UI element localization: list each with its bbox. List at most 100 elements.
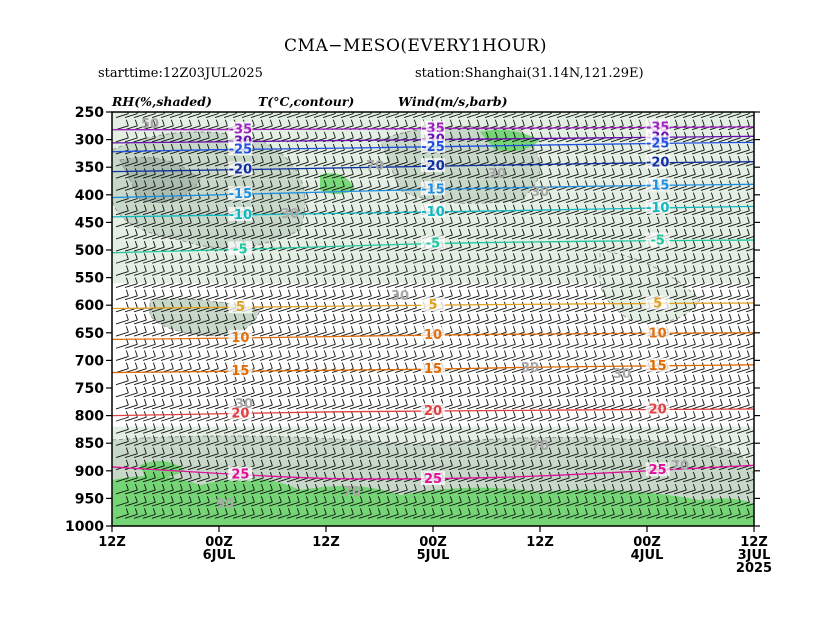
wind-barb [340,258,354,264]
wind-barb-flag [683,228,687,236]
wind-barb-flag [584,362,588,369]
wind-barb-flag [323,277,327,284]
wind-barb-flag [575,483,579,491]
wind-barb-flag [467,119,471,126]
wind-barb-flag [485,204,489,211]
wind-barb-flag [287,508,291,515]
wind-barb-flag [278,326,282,333]
wind-barb-flag [476,508,480,515]
wind-barb [250,295,264,301]
wind-barb-flag [629,265,633,272]
wind-barb-flag [233,483,237,491]
wind-barb [583,477,597,483]
wind-barb [592,186,606,191]
wind-barb [151,404,165,410]
wind-barb [205,307,219,313]
wind-barb [358,489,372,495]
wind-barb [439,489,453,495]
wind-barb [232,319,246,325]
wind-barb-flag [296,326,300,333]
wind-barb [583,392,597,398]
temp-label-bg [421,203,445,218]
wind-barb [718,246,732,252]
wind-barb [610,137,624,143]
wind-barb-flag [485,350,489,357]
wind-barb [682,477,696,483]
wind-barb [556,380,570,386]
wind-barb [178,113,192,118]
wind-barb [268,392,282,398]
wind-barb [367,356,381,361]
wind-barb [610,186,624,191]
wind-barb [601,465,615,471]
wind-barb [403,283,417,288]
wind-barb-flag [206,338,210,345]
wind-barb [115,380,129,386]
wind-barb-flag [368,459,372,466]
wind-barb [727,113,741,118]
wind-barb-flag [512,192,516,199]
wind-barb-flag [620,143,624,151]
wind-barb [187,173,201,179]
wind-barb [619,283,633,288]
wind-barb-flag [638,471,642,479]
wind-barb-flag [413,289,417,296]
wind-barb-flag [314,253,318,260]
wind-barb-flag [170,483,174,491]
temp-contour-label: 10 [231,331,249,346]
wind-barb [178,234,192,240]
wind-barb-flag [746,447,750,454]
wind-barb-flag [512,386,516,394]
wind-barb [538,271,552,276]
wind-barb-flag [584,119,588,126]
wind-barb [241,380,255,386]
wind-barb [574,173,588,179]
wind-barb-flag [314,508,318,515]
wind-barb [250,501,264,507]
wind-barb-flag [620,471,624,479]
wind-barb [628,465,642,471]
wind-barb-flag [620,350,624,357]
wind-barb-flag [566,313,570,321]
wind-barb [745,393,754,398]
wind-barb-flag [350,277,354,284]
wind-barb-flag [368,156,372,163]
wind-barb [439,441,453,446]
wind-barb-flag [584,471,588,479]
wind-barb-flag [377,338,381,345]
wind-barb-flag [134,253,138,260]
wind-barb-flag [737,471,741,479]
wind-barb-flag [440,253,444,260]
wind-barb-flag [557,253,561,260]
wind-barb [178,271,192,276]
wind-barb [727,161,741,167]
wind-barb [277,173,291,179]
wind-barb-flag [386,447,390,454]
wind-barb-flag [251,216,255,224]
wind-barb-flag [152,289,156,296]
wind-barb [367,307,381,313]
wind-barb-flag [404,374,408,381]
wind-barb-flag [593,168,597,175]
wind-barb [745,114,754,118]
wind-barb-flag [539,496,543,503]
wind-barb [214,198,228,203]
wind-barb [160,234,174,240]
wind-barb [421,513,435,519]
wind-barb-flag [674,143,678,151]
wind-barb-flag [323,313,327,321]
temp-contour-label: -10 [421,205,445,220]
wind-barb-flag [539,423,543,430]
wind-barb [709,137,723,143]
wind-barb-flag [224,192,228,199]
wind-barb-flag [521,374,525,381]
wind-barb-flag [332,398,336,406]
wind-barb-flag [566,119,570,126]
wind-barb [286,453,300,458]
wind-barb [511,149,525,155]
wind-barb-flag [530,374,534,381]
wind-barb-flag [269,374,273,381]
wind-barb-flag [458,253,462,260]
wind-barb-flag [305,483,309,491]
wind-barb-flag [494,423,498,430]
